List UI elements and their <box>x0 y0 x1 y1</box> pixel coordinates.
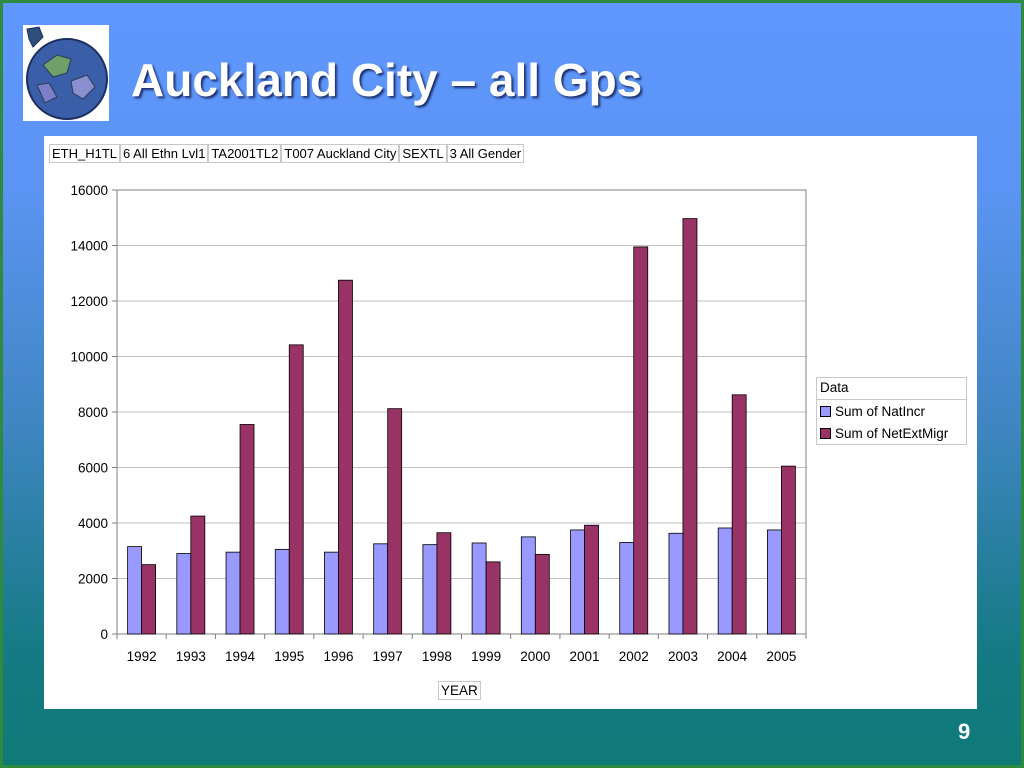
y-tick-label: 12000 <box>70 294 108 309</box>
bar-natincr <box>668 532 684 635</box>
x-tick-label: 2000 <box>520 649 550 664</box>
x-tick-label: 2005 <box>766 649 796 664</box>
y-tick-label: 0 <box>100 627 108 642</box>
bar-natincr <box>471 542 487 635</box>
x-tick-label: 1994 <box>225 649 256 664</box>
bar-netextmigr <box>780 465 796 635</box>
bar-natincr <box>373 543 389 635</box>
bar-netextmigr <box>288 344 304 635</box>
filter-value-ethnicity[interactable]: 6 All Ethn Lvl1 <box>120 144 209 163</box>
bar-chart: 0 2000 4000 6000 8000 10000 12000 14000 16000 199… <box>70 183 807 664</box>
legend-label-natincr: Sum of NatIncr <box>835 403 926 419</box>
legend-swatch-natincr <box>820 405 831 417</box>
y-tick-label: 2000 <box>78 572 108 587</box>
bar-netextmigr <box>190 515 206 635</box>
x-tick-label: 1993 <box>176 649 206 664</box>
bar-natincr <box>176 553 192 635</box>
bar-netextmigr <box>731 394 747 635</box>
bar-natincr <box>717 527 733 635</box>
legend-item-natincr: Sum of NatIncr <box>817 400 966 422</box>
x-tick-label: 1999 <box>471 649 501 664</box>
legend-label-netextmigr: Sum of NetExtMigr <box>835 425 949 441</box>
bar-netextmigr <box>387 408 403 635</box>
y-tick-label: 10000 <box>70 350 108 365</box>
filter-value-sex[interactable]: 3 All Gender <box>446 144 525 163</box>
x-axis-title[interactable]: YEAR <box>438 681 481 700</box>
x-tick-label: 1997 <box>373 649 403 664</box>
slide-title: Auckland City – all Gps <box>131 54 643 106</box>
y-tick-label: 16000 <box>70 183 108 198</box>
y-tick-label: 14000 <box>70 239 108 254</box>
y-tick-label: 6000 <box>78 461 108 476</box>
bar-natincr <box>570 529 585 635</box>
bar-netextmigr <box>682 218 698 635</box>
bar-netextmigr <box>584 524 599 635</box>
bar-netextmigr <box>633 246 649 635</box>
x-tick-label: 1998 <box>422 649 452 664</box>
x-tick-label: 2002 <box>619 649 649 664</box>
page-number: 9 <box>958 719 971 744</box>
y-tick-label: 4000 <box>78 516 108 531</box>
bar-netextmigr <box>485 561 501 635</box>
legend-swatch-netextmigr <box>820 427 831 439</box>
bar-netextmigr <box>239 424 255 635</box>
filter-field-area[interactable]: TA2001TL2 <box>208 144 282 163</box>
x-tick-label: 1992 <box>127 649 157 664</box>
x-tick-label: 2001 <box>570 649 600 664</box>
filter-value-area[interactable]: T007 Auckland City <box>281 144 400 163</box>
legend-item-netextmigr: Sum of NetExtMigr <box>817 422 966 444</box>
y-tick-label: 8000 <box>78 405 108 420</box>
bar-netextmigr <box>534 553 550 635</box>
bar-natincr <box>127 546 143 635</box>
chart-panel: ETH_H1TL 6 All Ethn Lvl1 TA2001TL2 T007 … <box>44 136 977 709</box>
bar-netextmigr <box>338 279 353 635</box>
x-tick-label: 1995 <box>274 649 304 664</box>
bar-natincr <box>520 536 536 635</box>
chart-legend: Data Sum of NatIncr Sum of NetExtMigr <box>816 377 967 445</box>
globe-logo <box>23 25 109 121</box>
bar-natincr <box>766 529 782 635</box>
x-tick-label: 2004 <box>717 649 748 664</box>
bar-netextmigr <box>141 564 157 635</box>
legend-title[interactable]: Data <box>817 378 966 400</box>
bar-natincr <box>274 548 290 635</box>
filter-field-sex[interactable]: SEXTL <box>399 144 447 163</box>
bar-natincr <box>324 551 339 635</box>
bar-netextmigr <box>436 532 452 635</box>
bar-natincr <box>225 551 241 635</box>
x-tick-label: 2003 <box>668 649 698 664</box>
pivot-filters: ETH_H1TL 6 All Ethn Lvl1 TA2001TL2 T007 … <box>49 144 525 163</box>
x-tick-label: 1996 <box>323 649 353 664</box>
bar-natincr <box>619 542 635 635</box>
bar-natincr <box>422 544 438 635</box>
filter-field-ethnicity[interactable]: ETH_H1TL <box>49 144 121 163</box>
